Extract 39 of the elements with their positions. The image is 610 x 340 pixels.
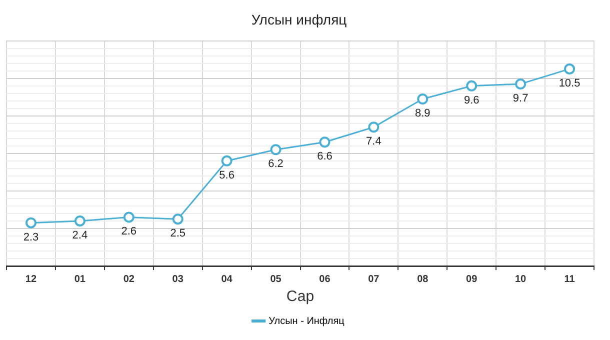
point [25,217,36,228]
x-tick-label: 12 [25,274,37,285]
point [123,212,134,223]
point [368,122,380,133]
x-tick-label: 01 [74,274,86,285]
x-tick-label: 04 [221,274,233,285]
legend-label: Улсын - Инфляц [268,316,345,327]
x-tick-label: 02 [123,274,135,285]
data-label: 10.5 [558,77,580,90]
data-label: 2.6 [121,226,137,238]
x-tick-label: 11 [564,274,576,285]
point [564,63,576,74]
point [74,215,86,226]
x-tick-label: 10 [515,274,527,285]
data-label: 9.6 [464,94,480,106]
point [515,78,526,90]
x-tick-label: 03 [172,274,184,285]
data-label: 2.4 [72,229,88,242]
point [270,144,282,156]
data-label: 2.3 [23,231,39,244]
point [319,136,330,148]
x-axis-title: Сар [286,288,314,306]
point [417,93,428,104]
x-tick-label: 09 [466,274,478,285]
data-label: 2.5 [170,228,186,240]
point [221,155,232,166]
x-tick-label: 08 [417,274,429,285]
data-label: 7.4 [366,136,382,148]
point [172,214,184,225]
x-tick-label: 07 [368,274,380,285]
data-label: 5.6 [219,169,234,182]
data-label: 8.9 [414,108,430,120]
point [466,80,478,92]
x-tick-label: 06 [319,274,331,285]
x-tick-label: 05 [270,274,282,285]
data-label: 6.6 [317,150,332,163]
data-label: 6.2 [268,158,284,170]
data-label: 9.7 [512,92,528,104]
chart-title: Улсын инфляц [251,11,347,28]
